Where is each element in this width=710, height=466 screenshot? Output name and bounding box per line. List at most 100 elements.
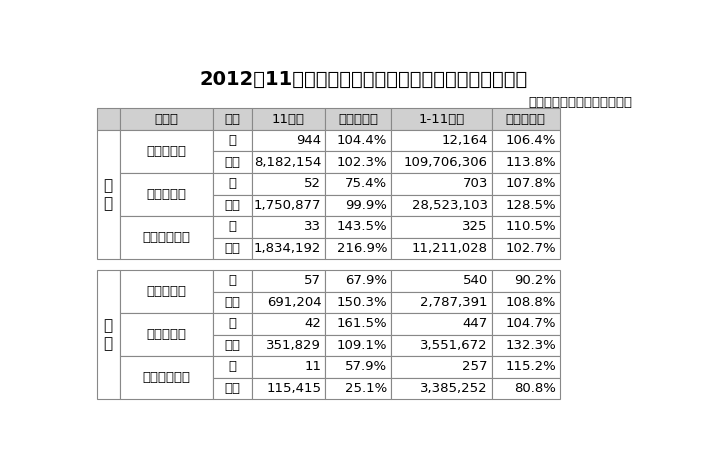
- Bar: [325, 292, 391, 313]
- Text: 109.1%: 109.1%: [337, 339, 387, 352]
- Bar: [325, 194, 391, 216]
- Text: 千円: 千円: [224, 242, 240, 255]
- Bar: [325, 216, 391, 238]
- Text: 1,834,192: 1,834,192: [254, 242, 321, 255]
- Text: 11月計: 11月計: [272, 113, 305, 125]
- Bar: [325, 173, 391, 194]
- Bar: [325, 238, 391, 259]
- Text: 前年同月比: 前年同月比: [338, 113, 378, 125]
- Text: 540: 540: [463, 274, 488, 287]
- Bar: [391, 378, 492, 399]
- Text: 台: 台: [228, 177, 236, 190]
- Text: 42: 42: [305, 317, 321, 330]
- Bar: [391, 151, 492, 173]
- Bar: [492, 335, 560, 356]
- Text: 703: 703: [462, 177, 488, 190]
- Text: 325: 325: [462, 220, 488, 233]
- Text: 90.2%: 90.2%: [514, 274, 556, 287]
- Bar: [325, 356, 391, 378]
- Bar: [492, 194, 560, 216]
- Text: 1,750,877: 1,750,877: [253, 199, 321, 212]
- Text: 115,415: 115,415: [266, 382, 321, 395]
- Bar: [213, 216, 251, 238]
- Bar: [391, 216, 492, 238]
- Bar: [492, 238, 560, 259]
- Text: 691,204: 691,204: [267, 296, 321, 309]
- Bar: [251, 335, 325, 356]
- Bar: [213, 108, 251, 130]
- Text: 千円: 千円: [224, 339, 240, 352]
- Text: 台: 台: [228, 220, 236, 233]
- Bar: [251, 292, 325, 313]
- Bar: [391, 313, 492, 335]
- Bar: [213, 151, 251, 173]
- Text: 輸
出: 輸 出: [104, 178, 113, 211]
- Bar: [391, 356, 492, 378]
- Bar: [492, 270, 560, 292]
- Text: 115.2%: 115.2%: [506, 361, 556, 374]
- Text: 8,182,154: 8,182,154: [254, 156, 321, 169]
- Text: 千円: 千円: [224, 156, 240, 169]
- Text: 前年同期比: 前年同期比: [506, 113, 546, 125]
- Text: 150.3%: 150.3%: [337, 296, 387, 309]
- Text: 216.9%: 216.9%: [337, 242, 387, 255]
- Bar: [492, 108, 560, 130]
- Bar: [492, 151, 560, 173]
- Text: 2012年11月のプラスチック、ゴム加工機械輸出入実績: 2012年11月のプラスチック、ゴム加工機械輸出入実績: [200, 70, 528, 89]
- Bar: [251, 108, 325, 130]
- Bar: [213, 356, 251, 378]
- Text: 33: 33: [305, 220, 321, 233]
- Bar: [251, 173, 325, 194]
- Text: 104.4%: 104.4%: [337, 134, 387, 147]
- Text: 台: 台: [228, 134, 236, 147]
- Bar: [492, 378, 560, 399]
- Text: 67.9%: 67.9%: [345, 274, 387, 287]
- Bar: [251, 194, 325, 216]
- Bar: [492, 356, 560, 378]
- Bar: [213, 313, 251, 335]
- Bar: [492, 292, 560, 313]
- Bar: [120, 173, 213, 216]
- Text: 132.3%: 132.3%: [506, 339, 556, 352]
- Bar: [251, 356, 325, 378]
- Text: 143.5%: 143.5%: [337, 220, 387, 233]
- Bar: [492, 313, 560, 335]
- Text: 944: 944: [296, 134, 321, 147]
- Bar: [120, 130, 213, 173]
- Bar: [325, 130, 391, 151]
- Bar: [492, 173, 560, 194]
- Text: 128.5%: 128.5%: [506, 199, 556, 212]
- Text: 447: 447: [463, 317, 488, 330]
- Text: ブロー成形機: ブロー成形機: [142, 371, 190, 384]
- Bar: [251, 130, 325, 151]
- Text: 台: 台: [228, 361, 236, 374]
- Bar: [391, 194, 492, 216]
- Bar: [251, 216, 325, 238]
- Text: 102.3%: 102.3%: [337, 156, 387, 169]
- Bar: [325, 270, 391, 292]
- Bar: [97, 108, 120, 130]
- Text: 3,385,252: 3,385,252: [420, 382, 488, 395]
- Text: 80.8%: 80.8%: [514, 382, 556, 395]
- Text: 千円: 千円: [224, 296, 240, 309]
- Bar: [251, 238, 325, 259]
- Text: 射出成形機: 射出成形機: [146, 285, 186, 298]
- Bar: [251, 313, 325, 335]
- Text: 機種名: 機種名: [154, 113, 178, 125]
- Text: 57: 57: [305, 274, 321, 287]
- Bar: [325, 151, 391, 173]
- Bar: [120, 356, 213, 399]
- Bar: [120, 313, 213, 356]
- Text: 千円: 千円: [224, 199, 240, 212]
- Text: 射出成形機: 射出成形機: [146, 145, 186, 158]
- Bar: [492, 216, 560, 238]
- Bar: [213, 292, 251, 313]
- Text: 28,523,103: 28,523,103: [412, 199, 488, 212]
- Text: 104.7%: 104.7%: [506, 317, 556, 330]
- Bar: [251, 270, 325, 292]
- Text: 日本プラスチック機械工業会: 日本プラスチック機械工業会: [529, 96, 633, 109]
- Text: 単位: 単位: [224, 113, 240, 125]
- Bar: [391, 270, 492, 292]
- Text: 106.4%: 106.4%: [506, 134, 556, 147]
- Bar: [492, 130, 560, 151]
